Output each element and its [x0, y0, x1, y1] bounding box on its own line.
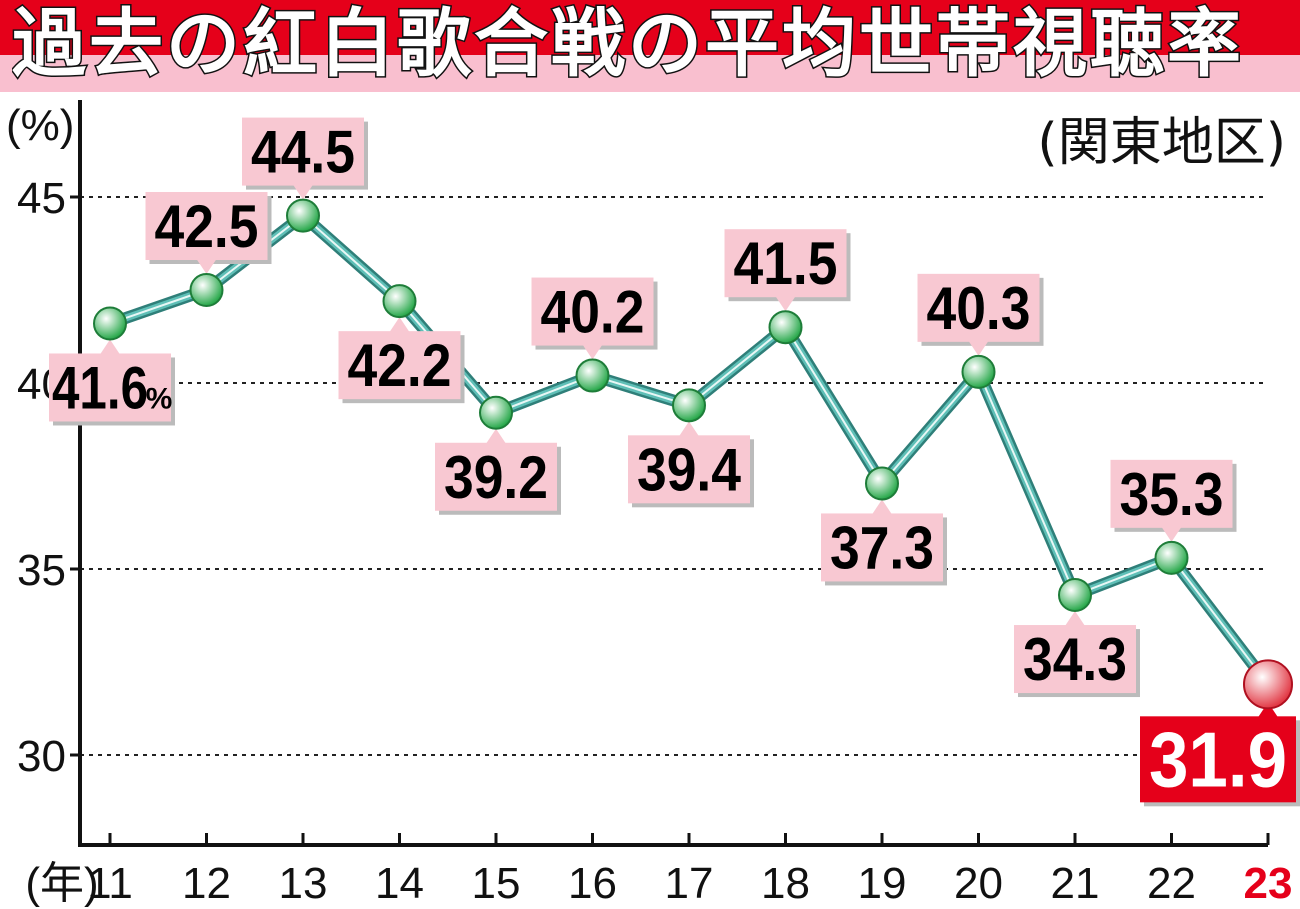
value-label-pointer-17: [679, 421, 699, 437]
x-unit-label: (年): [25, 859, 98, 908]
value-label-15: 39.2: [444, 444, 548, 511]
value-label-box-20: [917, 273, 1040, 342]
value-label-pointer-19: [872, 499, 892, 515]
x-tick-label-19: 19: [858, 859, 907, 908]
value-label-box-22: [1110, 459, 1233, 528]
title-banner-pink: [0, 55, 1300, 92]
x-tick-label-18: 18: [761, 859, 810, 908]
value-label-box-13: [242, 117, 364, 186]
value-label-box-14: [338, 331, 461, 400]
x-tick-label-21: 21: [1051, 859, 1100, 908]
value-label-box-21: [1014, 625, 1136, 694]
x-tick-label-23: 23: [1244, 859, 1293, 908]
value-label-box-11: [49, 353, 171, 422]
value-label-22: 35.3: [1120, 461, 1224, 528]
data-point-20: [961, 354, 996, 389]
value-label-box-18: [724, 229, 847, 298]
y-unit-label: (%): [6, 101, 74, 150]
data-point-15: [479, 395, 513, 430]
data-point-22: [1154, 540, 1189, 575]
value-label-14: 42.2: [348, 332, 452, 399]
value-label-box-23: [1140, 716, 1296, 803]
value-label-18: 41.5: [734, 230, 838, 297]
x-tick-label-15: 15: [472, 859, 521, 908]
data-point-17: [672, 388, 706, 423]
data-point-23: [1243, 659, 1293, 710]
data-point-13: [286, 198, 320, 233]
value-label-23: 31.9: [1149, 715, 1287, 803]
x-tick-label-22: 22: [1147, 859, 1196, 908]
x-tick-label-13: 13: [279, 859, 328, 908]
chart-title: 過去の紅白歌合戦の平均世帯視聴率: [12, 0, 1244, 89]
value-label-11: 41.6: [52, 354, 148, 421]
data-point-12: [189, 273, 224, 307]
value-label-pointer-13: [293, 184, 313, 200]
data-point-18: [768, 310, 803, 345]
value-label-pointer-12: [196, 259, 217, 274]
x-tick-label-11: 11: [87, 859, 133, 908]
value-label-pointer-23: [1258, 702, 1278, 718]
value-label-16: 40.2: [541, 279, 645, 346]
value-label-pointer-18: [775, 296, 796, 312]
x-tick-label-17: 17: [665, 859, 714, 908]
y-tick-label-45: 45: [17, 174, 66, 223]
value-label-pointer-15: [486, 428, 506, 444]
value-label-box-16: [531, 277, 654, 346]
value-label-pointer-16: [582, 344, 603, 360]
value-label-pointer-14: [389, 317, 410, 333]
value-label-21: 34.3: [1023, 626, 1127, 693]
y-tick-label-30: 30: [17, 732, 66, 781]
data-point-21: [1058, 578, 1092, 613]
region-label: (関東地区): [1037, 113, 1286, 173]
x-tick-label-20: 20: [954, 859, 1003, 908]
value-label-12: 42.5: [155, 193, 259, 260]
data-point-11: [93, 306, 127, 341]
title-banner-red: [0, 0, 1300, 55]
data-point-14: [382, 284, 417, 319]
x-tick-label-14: 14: [375, 859, 424, 908]
value-label-17: 39.4: [637, 436, 742, 503]
value-label-box-12: [145, 192, 268, 260]
y-tick-label-35: 35: [17, 546, 66, 595]
value-label-pointer-20: [968, 340, 989, 356]
value-label-13: 44.5: [251, 119, 355, 186]
value-label-box-17: [628, 435, 750, 504]
value-label-pointer-11: [100, 339, 120, 355]
x-tick-label-16: 16: [568, 859, 617, 908]
value-label-pointer-21: [1065, 611, 1085, 627]
value-label-box-15: [435, 442, 557, 511]
title-banner: 過去の紅白歌合戦の平均世帯視聴率: [0, 0, 1300, 92]
value-label-20: 40.3: [927, 275, 1031, 342]
data-point-16: [575, 358, 610, 393]
value-label-unit: %: [146, 382, 173, 415]
value-label-box-19: [821, 513, 943, 582]
data-point-19: [865, 466, 899, 501]
x-tick-label-12: 12: [182, 859, 231, 908]
value-label-pointer-22: [1161, 526, 1182, 542]
value-label-19: 37.3: [830, 514, 934, 581]
